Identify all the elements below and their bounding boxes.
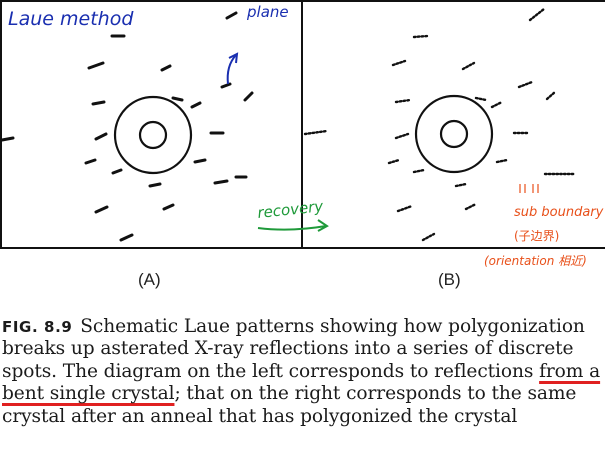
laue-method-note: Laue method [8, 8, 134, 30]
orientation-note: (orientation 相近) [484, 254, 587, 268]
panel-b-spots [303, 7, 576, 242]
spot-row [517, 80, 534, 89]
sub-boundary-cjk-note: (子边界) [514, 229, 559, 243]
panel-a-outer-ring [113, 95, 193, 175]
spot-row [474, 96, 488, 102]
streak [190, 101, 202, 109]
streak [87, 61, 105, 70]
recovery-arrow [257, 225, 327, 231]
spot-row [495, 158, 509, 164]
streak [171, 96, 184, 102]
spot-row [490, 100, 504, 109]
panel-a-label: (A) [138, 270, 161, 289]
spot-row [394, 98, 412, 104]
streak [119, 233, 134, 242]
spot-row [545, 90, 557, 101]
streak [111, 168, 123, 175]
figure-caption: FIG. 8.9 Schematic Laue patterns showing… [2, 316, 602, 428]
streak [84, 158, 97, 165]
sub-boundary-ticks [519, 184, 539, 193]
streak [162, 203, 175, 211]
plane-arrow-head [228, 52, 239, 64]
spot-row [394, 132, 410, 140]
streak [160, 64, 172, 72]
spot-row [454, 182, 468, 188]
streak [91, 100, 106, 106]
spot-row [412, 168, 426, 174]
spot-row [303, 129, 329, 136]
streak [0, 136, 15, 142]
streak [94, 205, 109, 214]
streak [220, 82, 232, 89]
recovery-note: recovery [257, 197, 326, 222]
recovery-arrow-head [317, 219, 329, 232]
caption-text-start: Schematic Laue patterns showing how poly… [2, 316, 585, 382]
streak [193, 158, 207, 164]
panel-b-inner-ring [439, 119, 469, 149]
streak [243, 91, 254, 102]
panel-b-outer-ring [414, 94, 494, 174]
plane-note: plane [246, 3, 289, 21]
spot-row [528, 7, 546, 22]
spot-row [461, 61, 476, 71]
panel-a-streaks [0, 11, 254, 242]
spot-row [396, 204, 414, 213]
laue-figure: Laue method plane recovery sub boundary … [0, 0, 605, 268]
streak [213, 179, 229, 185]
spot-row [464, 202, 478, 211]
streak [94, 132, 108, 141]
sub-boundary-note: sub boundary [514, 205, 604, 220]
spot-row [412, 34, 430, 39]
figure-number: FIG. 8.9 [2, 318, 73, 336]
streak [148, 182, 162, 188]
panel-a-inner-ring [138, 120, 168, 150]
streak [225, 11, 238, 20]
spot-row [391, 59, 407, 67]
spot-row [387, 158, 401, 165]
panel-b-label: (B) [438, 270, 461, 289]
plane-arrow [226, 54, 237, 85]
caption-underlined-phrase: from a bent single crystal [2, 360, 601, 405]
spot-row [421, 232, 436, 242]
caption-text-end: ; that on the right corresponds to the s… [2, 383, 577, 427]
